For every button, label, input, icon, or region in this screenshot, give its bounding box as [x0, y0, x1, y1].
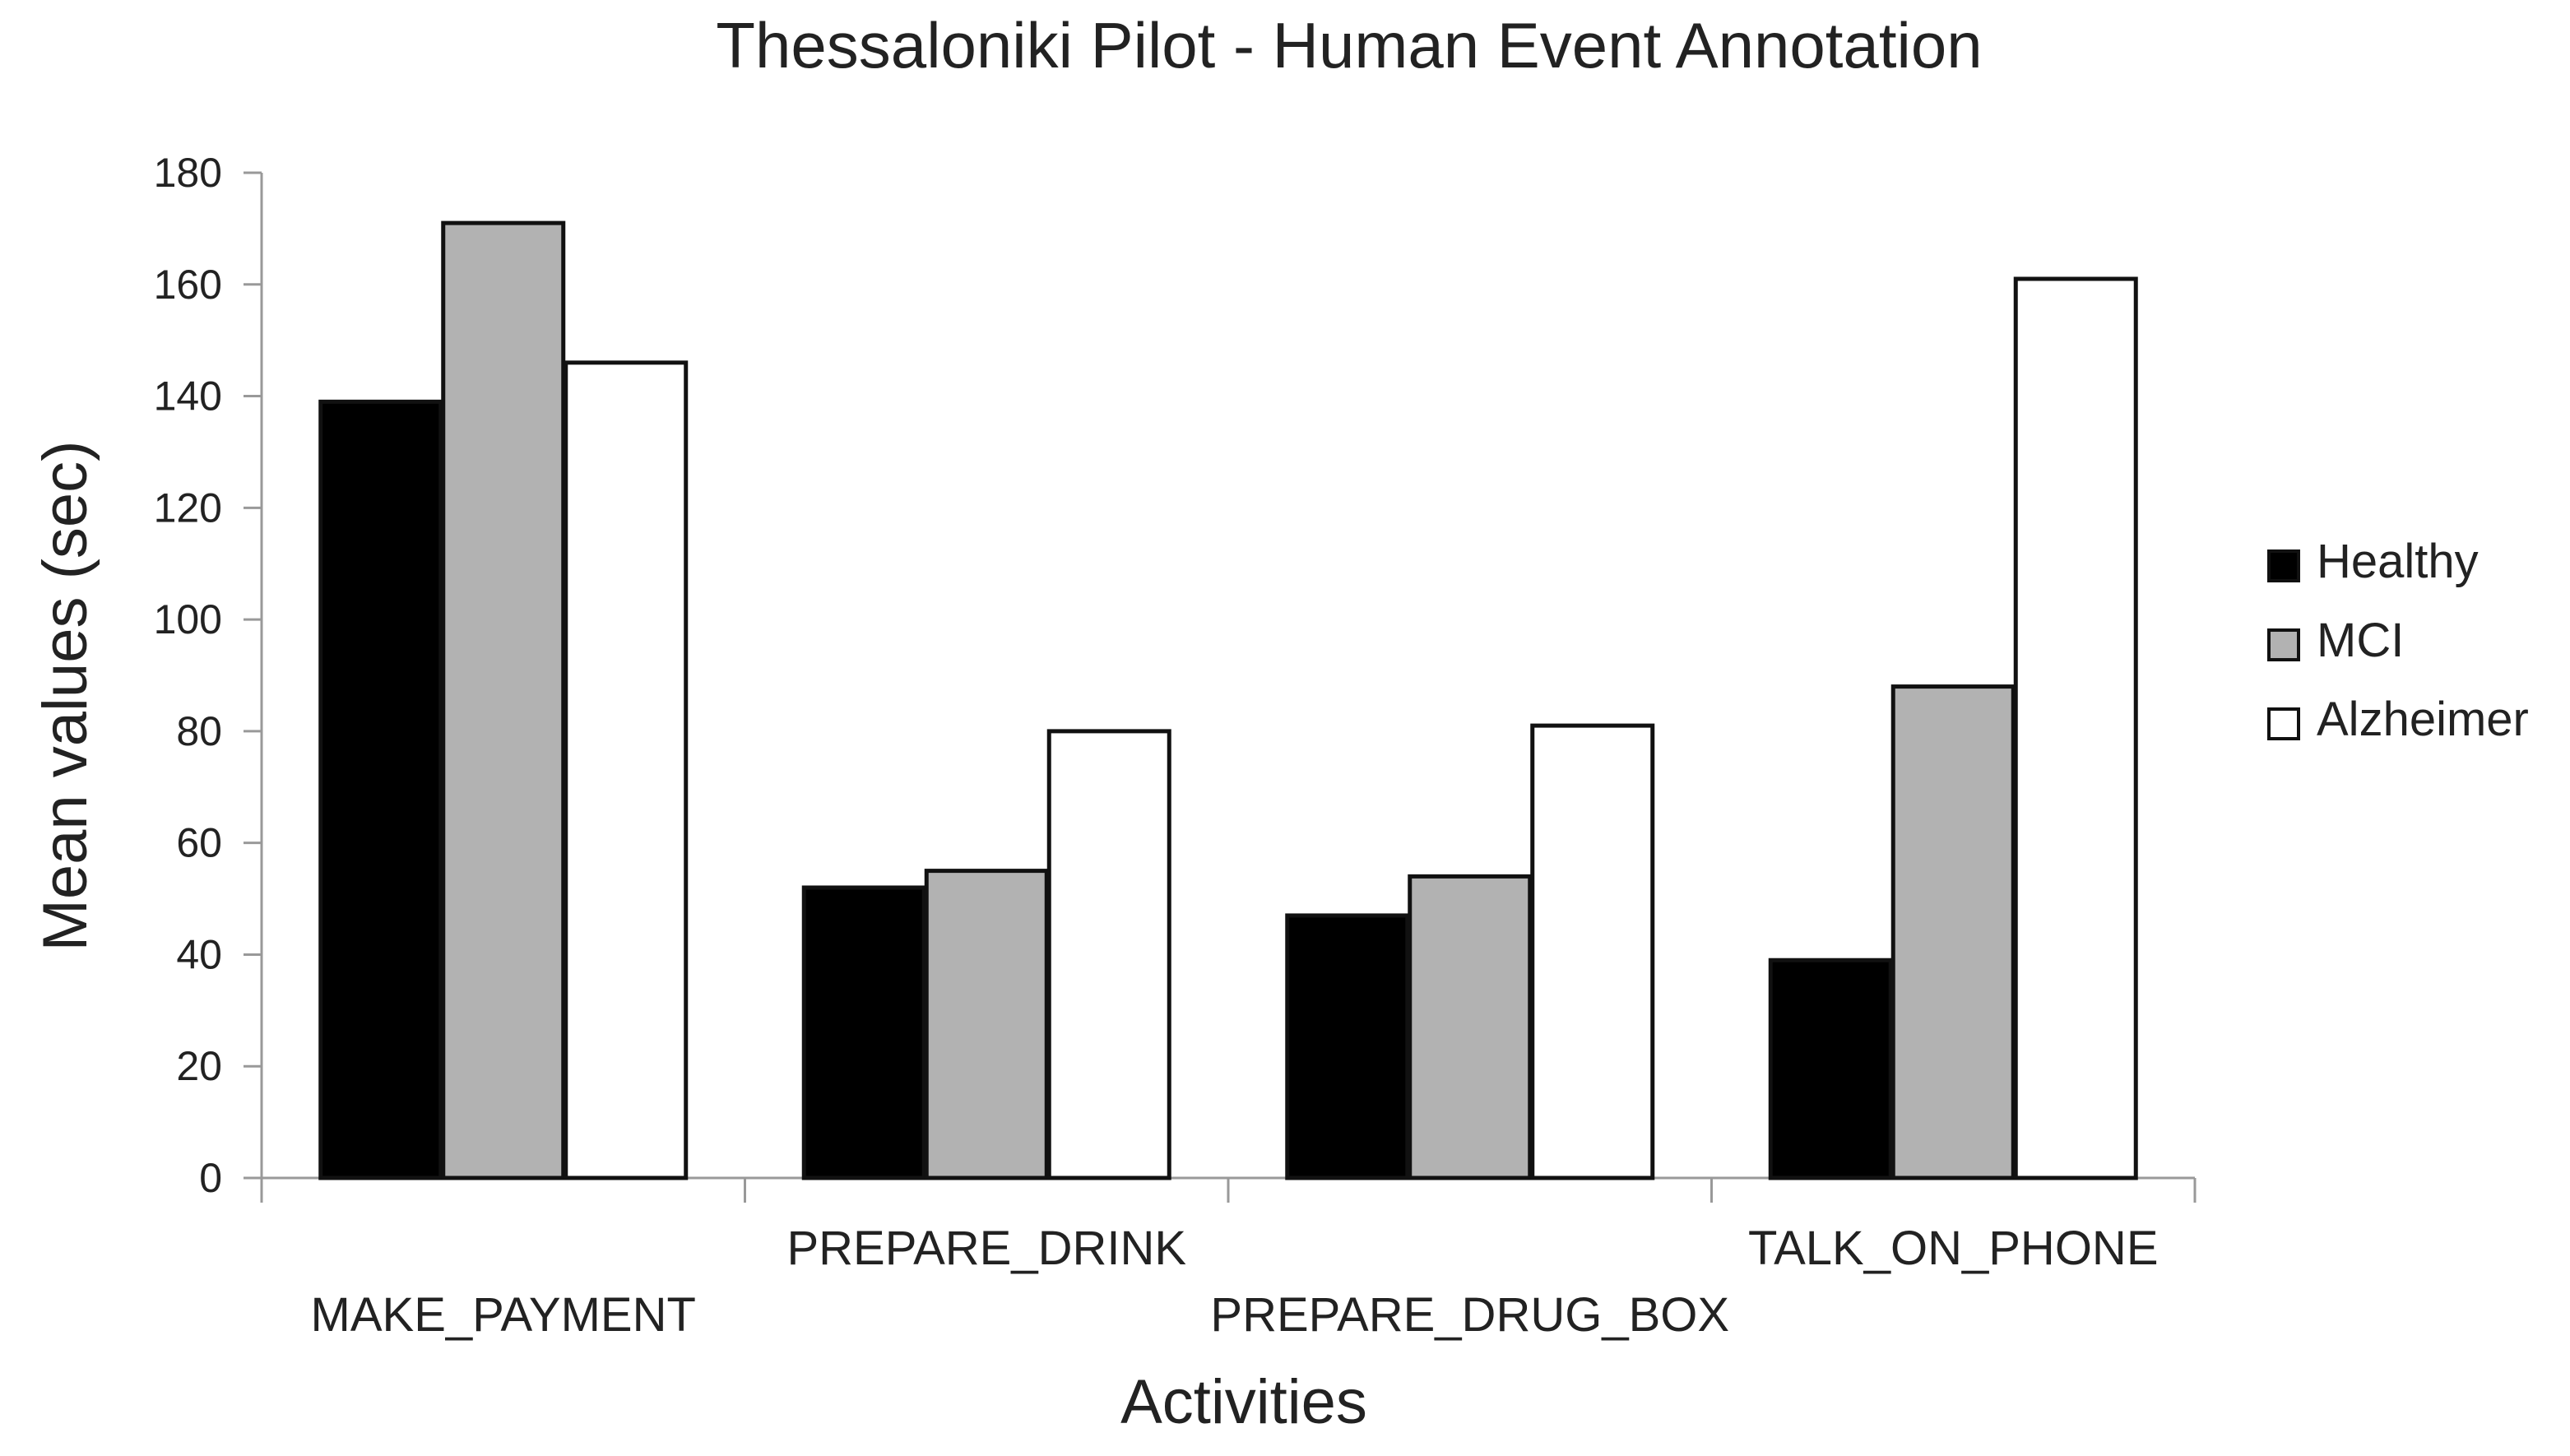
bar-healthy-prepare-drug-box — [1285, 913, 1410, 1180]
y-axis-title: Mean values (sec) — [30, 441, 100, 952]
x-category-label: PREPARE_DRUG_BOX — [1210, 1288, 1729, 1342]
y-tick-label: 40 — [176, 931, 222, 977]
x-category-label: TALK_ON_PHONE — [1748, 1222, 2159, 1275]
bar-alzheimer-prepare-drink — [1046, 729, 1171, 1180]
chart-title: Thessaloniki Pilot - Human Event Annotat… — [716, 9, 1982, 81]
bar-alzheimer-make-payment — [564, 360, 689, 1180]
bar-alzheimer-talk-on-phone — [2013, 276, 2138, 1180]
legend: Healthy MCI Alzheimer — [2267, 535, 2529, 746]
bar-healthy-prepare-drink — [801, 885, 926, 1180]
bar-mci-make-payment — [441, 220, 566, 1180]
y-tick-label: 80 — [176, 708, 222, 754]
y-tick-label: 160 — [154, 262, 222, 308]
bar-healthy-make-payment — [318, 399, 443, 1180]
plot-area: 0 20 40 60 80 100 120 140 160 180 MAKE_PAYMENT PREP… — [154, 150, 2197, 1342]
y-tick-label: 180 — [154, 150, 222, 196]
y-tick-label: 120 — [154, 485, 222, 531]
bar-mci-prepare-drink — [924, 869, 1049, 1180]
legend-label-mci: MCI — [2317, 614, 2404, 667]
x-axis-title: Activities — [1120, 1367, 1367, 1437]
y-tick-label: 0 — [199, 1155, 222, 1201]
y-tick-label: 140 — [154, 373, 222, 420]
bar-mci-talk-on-phone — [1890, 684, 2016, 1180]
legend-label-alzheimer: Alzheimer — [2317, 693, 2529, 746]
x-category-label: PREPARE_DRINK — [786, 1222, 1186, 1275]
x-category-label: MAKE_PAYMENT — [311, 1288, 696, 1342]
legend-label-healthy: Healthy — [2317, 535, 2479, 588]
y-tick-label: 100 — [154, 596, 222, 642]
y-tick-label: 60 — [176, 820, 222, 866]
bar-mci-prepare-drug-box — [1408, 874, 1533, 1180]
legend-swatch-healthy — [2267, 549, 2300, 582]
y-tick-label: 20 — [176, 1043, 222, 1089]
bar-healthy-talk-on-phone — [1768, 958, 1893, 1180]
legend-swatch-mci — [2267, 628, 2300, 661]
bar-alzheimer-prepare-drug-box — [1530, 723, 1655, 1180]
legend-swatch-alzheimer — [2267, 707, 2300, 740]
